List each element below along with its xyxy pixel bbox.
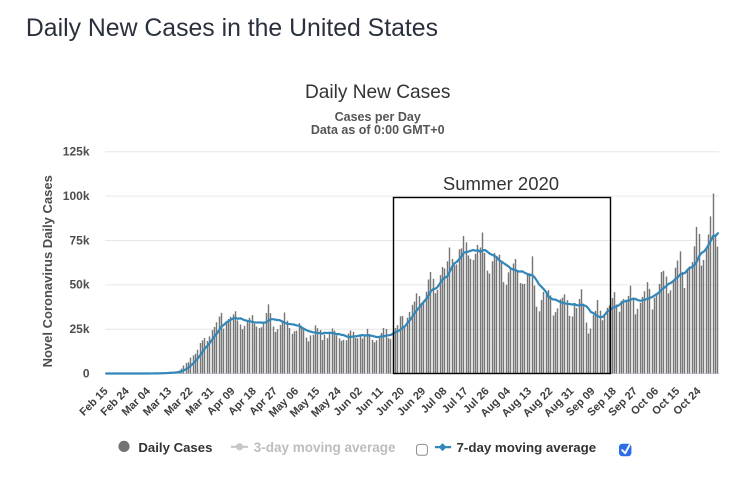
svg-text:3-day moving average: 3-day moving average — [254, 440, 396, 455]
svg-text:25k: 25k — [69, 322, 89, 336]
svg-text:Daily New Cases in the United: Daily New Cases in the United States — [26, 15, 438, 42]
svg-text:Daily Cases: Daily Cases — [138, 440, 212, 455]
svg-text:Cases per Day: Cases per Day — [335, 110, 421, 124]
svg-text:Daily New Cases: Daily New Cases — [305, 82, 450, 103]
svg-text:125k: 125k — [63, 145, 90, 159]
svg-text:7-day moving average: 7-day moving average — [457, 440, 597, 455]
svg-text:0: 0 — [83, 366, 90, 380]
svg-text:75k: 75k — [69, 233, 89, 247]
svg-text:Summer 2020: Summer 2020 — [443, 173, 559, 194]
svg-text:Novel Coronavirus Daily Cases: Novel Coronavirus Daily Cases — [40, 175, 55, 367]
svg-text:Data as of 0:00 GMT+0: Data as of 0:00 GMT+0 — [311, 123, 445, 137]
svg-text:100k: 100k — [63, 189, 90, 203]
svg-text:50k: 50k — [69, 278, 89, 292]
